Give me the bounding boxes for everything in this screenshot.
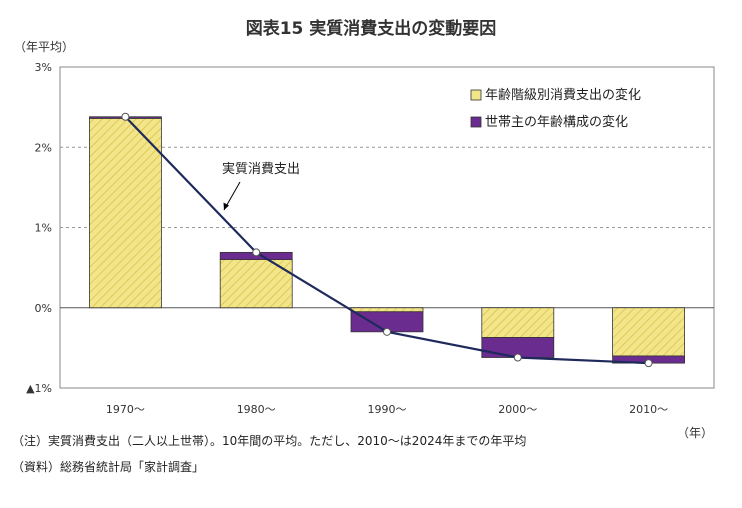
line-point (513, 353, 522, 362)
y-tick-label: 0% (35, 302, 52, 315)
y-tick-label: 3% (35, 61, 52, 74)
legend-swatch (470, 116, 482, 128)
x-tick-label: 1970～ (106, 403, 145, 416)
y-tick-label: ▲1% (26, 382, 52, 395)
line-point (121, 112, 130, 121)
line-point (383, 327, 391, 336)
y-tick-label: 1% (35, 222, 52, 235)
chart-source: （資料）総務省統計局「家計調査」 (12, 460, 205, 474)
x-tick-label: 1990～ (368, 403, 407, 416)
legend-swatch (470, 89, 482, 101)
x-tick-label: 2000～ (498, 403, 537, 416)
annotation-label: 実質消費支出 (222, 161, 300, 177)
chart-title: 図表15 実質消費支出の変動要因 (245, 19, 497, 39)
bar-age-spending (89, 117, 162, 309)
x-tick-label: 1980～ (237, 403, 276, 416)
bar-age-spending (481, 307, 555, 338)
chart-note: （注）実質消費支出（二人以上世帯）。10年間の平均。ただし、2010～は2024… (12, 434, 527, 448)
legend-label: 世帯主の年齢構成の変化 (485, 114, 628, 130)
x-tick-label: 2010～ (629, 403, 668, 416)
y-axis-unit: （年平均） (14, 40, 75, 54)
line-point (252, 248, 261, 257)
y-tick-label: 2% (35, 141, 52, 154)
x-axis-unit: （年） (677, 426, 714, 440)
annotation-arrowhead (223, 202, 229, 210)
bar-age-spending (350, 307, 424, 313)
legend-label: 年齢階級別消費支出の変化 (485, 87, 641, 103)
bar-age-spending (612, 307, 685, 357)
line-point (644, 359, 653, 368)
